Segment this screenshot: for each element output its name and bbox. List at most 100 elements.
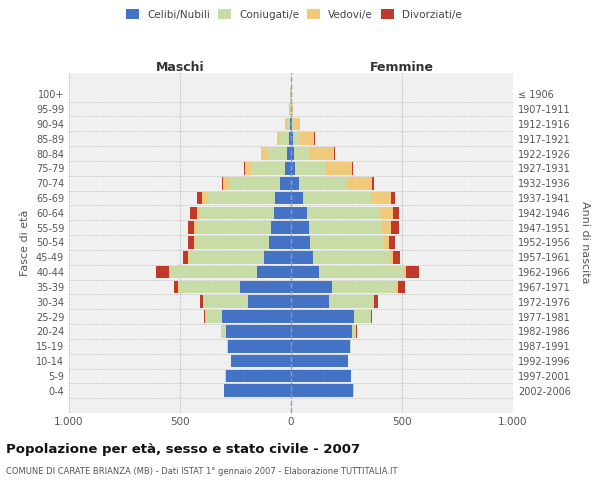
Bar (391, 222, 398, 234)
Text: Maschi: Maschi (155, 60, 205, 74)
Bar (291, 266, 319, 278)
Bar (352, 162, 353, 174)
Bar (347, 177, 372, 190)
Bar (291, 280, 332, 293)
Text: Femmine: Femmine (370, 60, 434, 74)
Bar (393, 251, 400, 264)
Bar (309, 222, 382, 234)
Bar (221, 177, 223, 190)
Bar (280, 132, 289, 145)
Bar (197, 222, 271, 234)
Bar (244, 162, 245, 174)
Bar (206, 310, 222, 323)
Bar (194, 236, 196, 249)
Bar (271, 222, 291, 234)
Bar (277, 132, 280, 145)
Bar (221, 325, 226, 338)
Bar (188, 236, 194, 249)
Text: Popolazione per età, sesso e stato civile - 2007: Popolazione per età, sesso e stato civil… (6, 442, 360, 456)
Bar (188, 251, 189, 264)
Bar (286, 118, 287, 130)
Bar (291, 296, 329, 308)
Bar (332, 280, 397, 293)
Bar (290, 118, 291, 130)
Bar (356, 325, 357, 338)
Bar (197, 192, 202, 204)
Bar (170, 266, 257, 278)
Bar (196, 236, 269, 249)
Bar (179, 280, 240, 293)
Legend: Celibi/Nubili, Coniugati/e, Vedovi/e, Divorziati/e: Celibi/Nubili, Coniugati/e, Vedovi/e, Di… (122, 5, 466, 24)
Bar (291, 236, 310, 249)
Bar (240, 280, 291, 293)
Bar (350, 340, 351, 352)
Bar (382, 222, 391, 234)
Bar (325, 162, 352, 174)
Bar (329, 296, 373, 308)
Bar (286, 162, 291, 174)
Bar (291, 148, 295, 160)
Bar (169, 266, 170, 278)
Bar (206, 192, 275, 204)
Bar (291, 340, 350, 352)
Bar (275, 192, 291, 204)
Bar (291, 177, 299, 190)
Bar (224, 384, 291, 397)
Bar (334, 148, 335, 160)
Bar (287, 118, 290, 130)
Bar (175, 280, 178, 293)
Bar (291, 192, 303, 204)
Bar (291, 132, 293, 145)
Bar (251, 162, 286, 174)
Bar (372, 177, 374, 190)
Bar (352, 325, 356, 338)
Bar (291, 310, 354, 323)
Bar (393, 206, 398, 219)
Bar (295, 118, 300, 130)
Bar (300, 132, 314, 145)
Bar (303, 192, 371, 204)
Bar (374, 296, 378, 308)
Bar (389, 236, 395, 249)
Bar (231, 355, 291, 368)
Bar (222, 310, 291, 323)
Bar (226, 325, 291, 338)
Bar (188, 222, 194, 234)
Bar (190, 206, 197, 219)
Bar (291, 162, 295, 174)
Bar (269, 236, 291, 249)
Bar (202, 192, 206, 204)
Bar (266, 148, 287, 160)
Bar (229, 177, 280, 190)
Bar (291, 370, 351, 382)
Bar (293, 132, 300, 145)
Bar (257, 266, 291, 278)
Bar (227, 340, 228, 352)
Bar (406, 266, 419, 278)
Bar (223, 177, 229, 190)
Bar (226, 370, 291, 382)
Bar (265, 251, 291, 264)
Bar (274, 206, 291, 219)
Bar (398, 280, 406, 293)
Bar (371, 310, 373, 323)
Bar (307, 206, 380, 219)
Bar (292, 103, 293, 116)
Bar (203, 296, 248, 308)
Bar (354, 310, 371, 323)
Bar (291, 118, 292, 130)
Bar (391, 192, 395, 204)
Bar (295, 162, 325, 174)
Bar (291, 325, 352, 338)
Bar (310, 148, 334, 160)
Bar (228, 340, 291, 352)
Bar (291, 206, 307, 219)
Bar (371, 192, 391, 204)
Bar (291, 355, 347, 368)
Bar (289, 132, 291, 145)
Bar (197, 206, 200, 219)
Bar (200, 296, 203, 308)
Bar (194, 222, 197, 234)
Bar (248, 296, 291, 308)
Bar (313, 251, 390, 264)
